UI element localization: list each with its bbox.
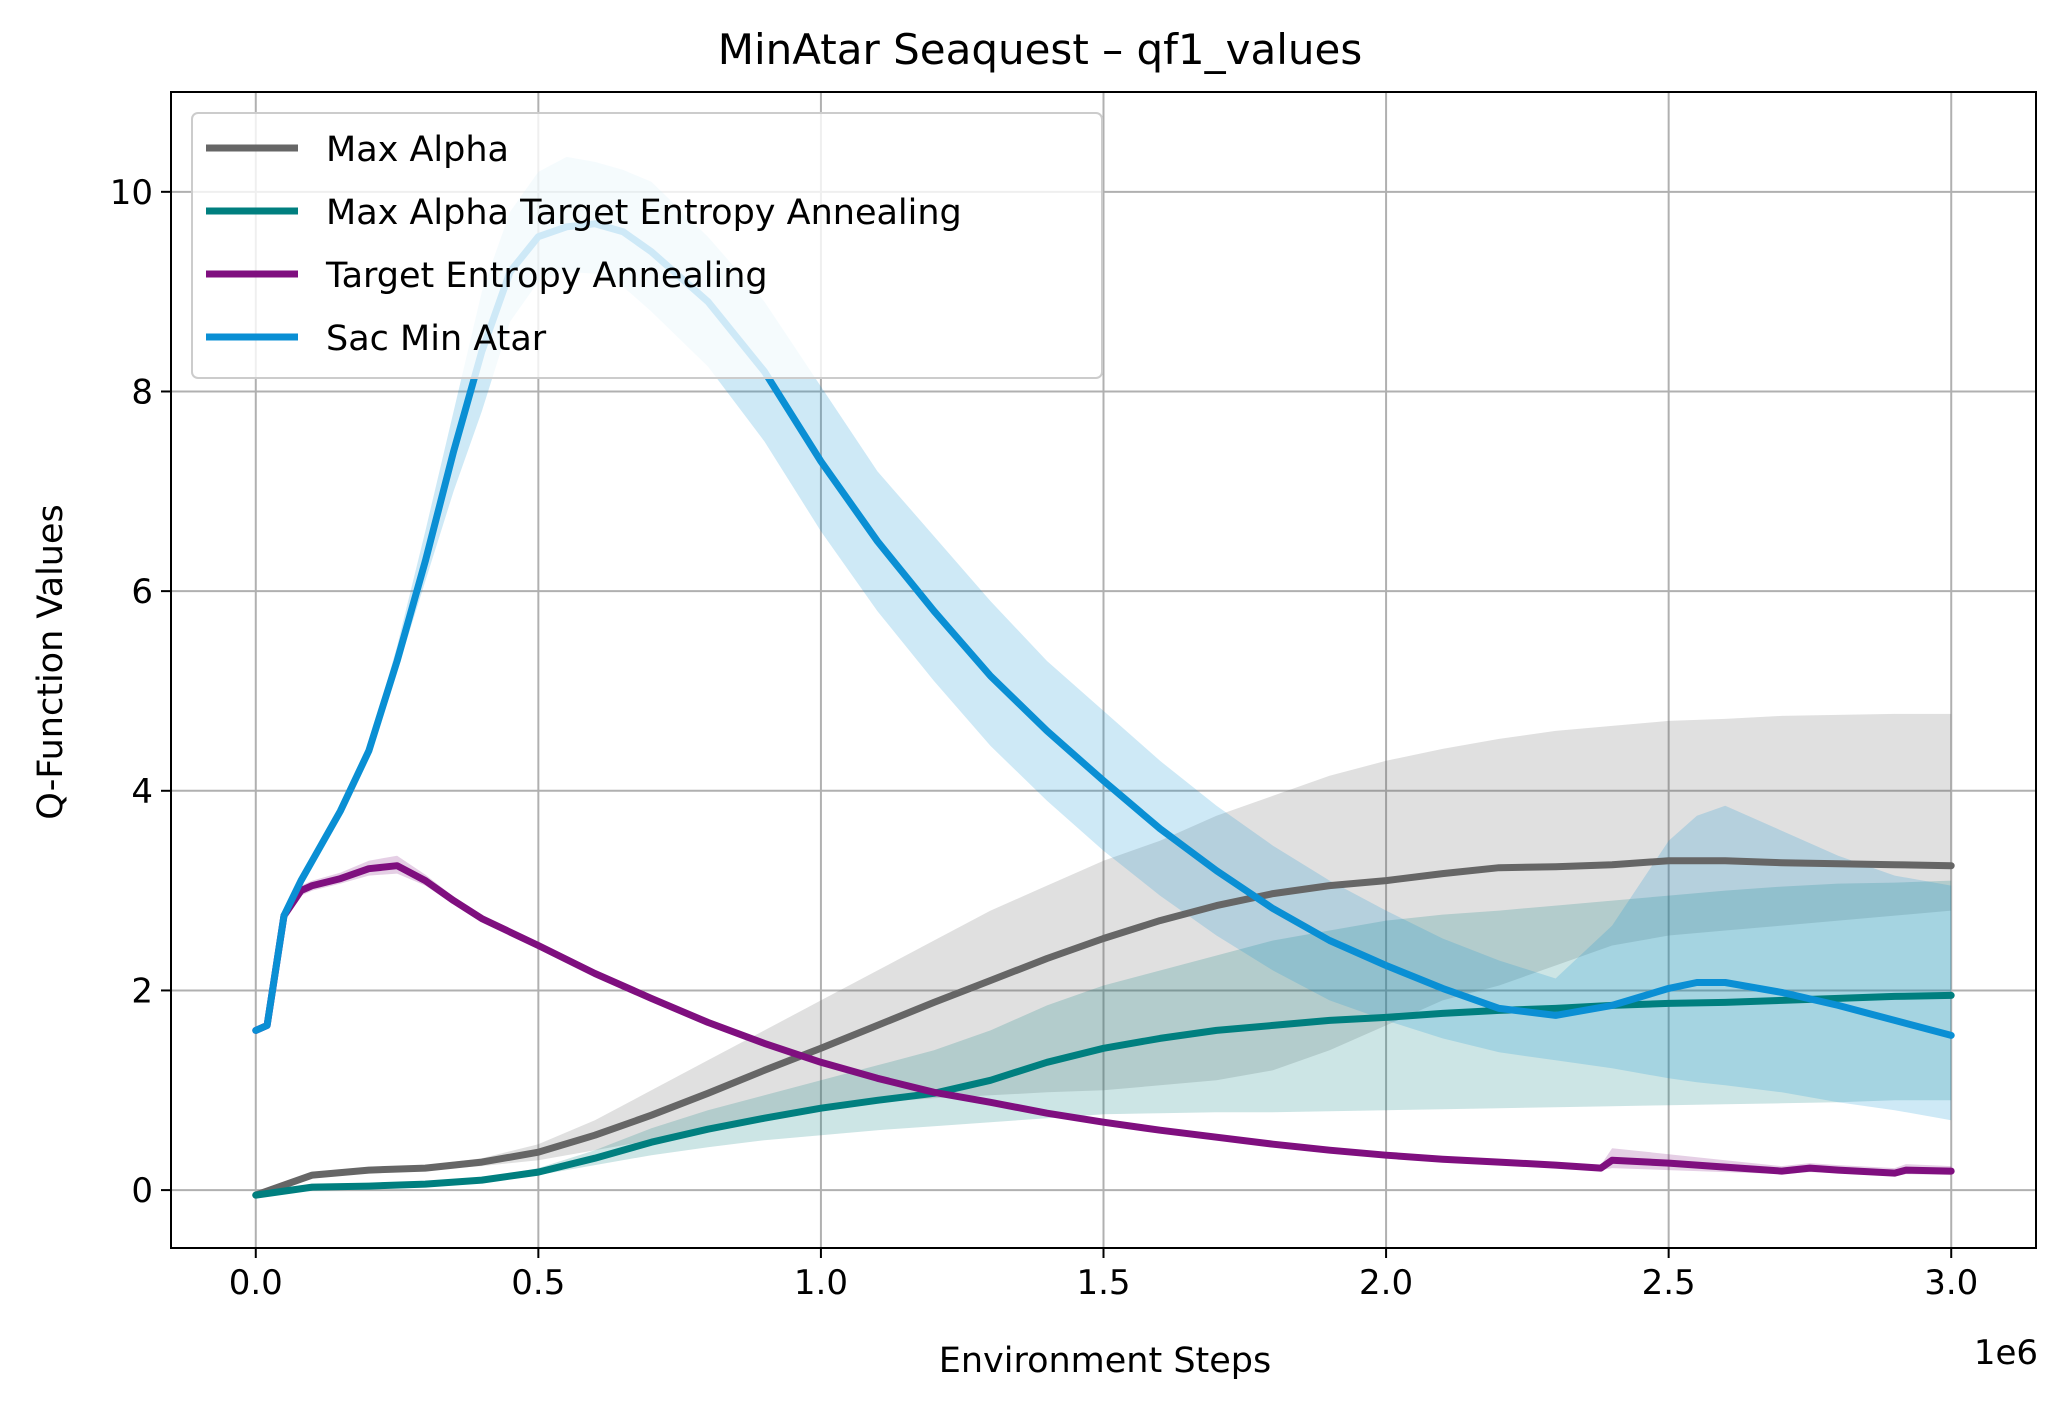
axis-ticks: 0.0 0.5 1.0 1.5 2.0 2.5 3.0 0 2 4 6 8 10 [110,173,1979,1303]
y-tick-label: 2 [131,971,153,1011]
plot-frame [170,91,2037,1249]
legend: Max Alpha Max Alpha Target Entropy Anneal… [191,112,1103,379]
x-tick-label: 2.5 [1642,1263,1696,1303]
x-tick-label: 1.5 [1076,1263,1130,1303]
series-lines [252,220,1955,1199]
legend-label: Sac Min Atar [326,319,547,359]
confidence-band [255,880,1952,1196]
y-tick-label: 6 [131,572,153,612]
legend-label: Max Alpha Target Entropy Annealing [326,193,962,233]
x-axis-offset-label: 1e6 [1974,1333,2038,1373]
y-axis-label: Q-Function Values [31,504,71,820]
series-line [252,862,1955,1177]
confidence-band [255,713,1952,1196]
legend-label: Max Alpha [326,130,509,170]
x-tick-label: 3.0 [1924,1263,1978,1303]
legend-label: Target Entropy Annealing [325,256,768,296]
chart-title: MinAtar Seaquest – qf1_values [718,25,1363,74]
series-line [252,991,1955,1199]
y-tick-label: 8 [131,372,153,412]
y-tick-label: 10 [110,173,153,213]
legend-box [191,112,1103,379]
x-axis-label: Environment Steps [939,1341,1272,1381]
confidence-band [255,156,1952,1121]
x-tick-label: 0.0 [229,1263,283,1303]
x-tick-label: 2.0 [1359,1263,1413,1303]
x-tick-label: 1.0 [794,1263,848,1303]
y-tick-label: 0 [131,1171,153,1211]
confidence-bands [255,156,1952,1196]
series-line [252,220,1955,1039]
series-line [252,857,1955,1199]
y-tick-label: 4 [131,772,153,812]
x-tick-label: 0.5 [511,1263,565,1303]
